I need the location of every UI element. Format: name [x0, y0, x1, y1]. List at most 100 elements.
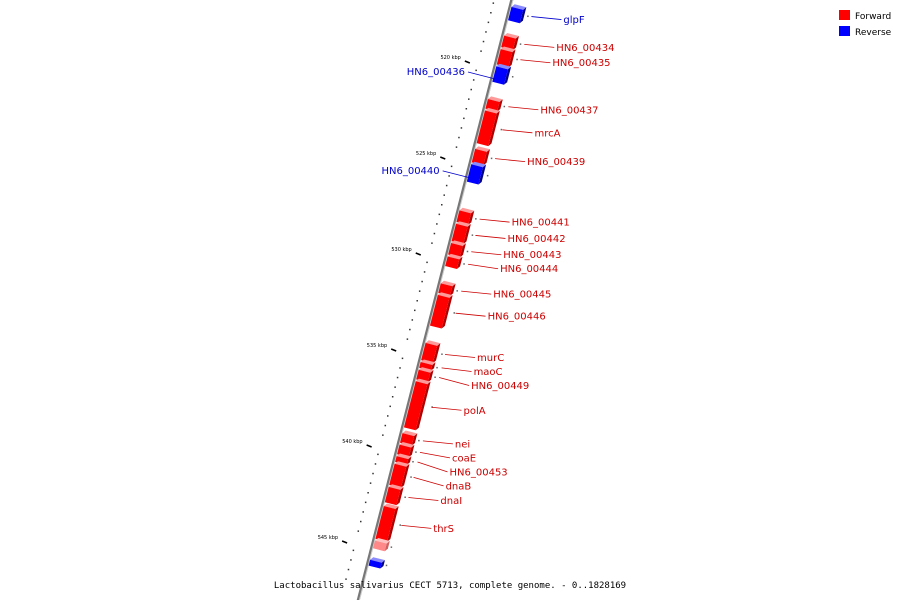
- gene-front-face: [445, 256, 460, 270]
- gene-label-leader: [475, 235, 506, 239]
- minor-tick: [367, 492, 369, 494]
- gene-label: HN6_00434: [524, 43, 614, 54]
- gene-side-face: [468, 210, 475, 225]
- gene-label-text: HN6_00442: [507, 234, 565, 245]
- gene-marker: [527, 15, 529, 18]
- minor-tick: [352, 549, 355, 552]
- gene-top-face: [415, 378, 431, 385]
- gene-label: HN6_00444: [468, 263, 558, 275]
- gene-front-face: [471, 148, 487, 166]
- minor-tick: [362, 511, 364, 513]
- gene-top-face: [504, 33, 519, 39]
- gene-label-leader: [417, 461, 448, 473]
- gene-top-face: [420, 359, 436, 366]
- gene-front-face: [456, 210, 472, 225]
- gene-label-text: HN6_00435: [552, 58, 610, 69]
- gene-labels: glpF HN6_00434 HN6_00435 HN6_00436 HN6_00437…: [381, 15, 614, 535]
- gene-top-face: [383, 503, 399, 510]
- gene-marker: [441, 353, 443, 355]
- gene-HN6_00434: [501, 33, 522, 51]
- gene-marker: [486, 174, 489, 177]
- gene-label-text: dnaI: [440, 496, 462, 507]
- gene-dnaI: [384, 484, 406, 506]
- gene-label-leader: [461, 290, 492, 295]
- gene-top-face: [396, 453, 412, 460]
- minor-tick: [455, 146, 458, 148]
- gene-marker: [471, 234, 474, 236]
- gene-label: HN6_00440: [381, 166, 471, 179]
- gene-label-leader: [455, 312, 486, 317]
- gene-top-face: [425, 340, 441, 346]
- gene-label-leader: [479, 218, 510, 223]
- gene-HN6_00435: [496, 46, 518, 68]
- gene-top-face: [500, 46, 516, 53]
- minor-tick: [448, 175, 450, 177]
- gene-marker: [503, 105, 506, 108]
- scale-tick-label: 545 kbp: [318, 535, 338, 541]
- gene-top-face: [475, 146, 491, 152]
- gene-label-text: HN6_00444: [500, 264, 558, 275]
- gene-label-text: HN6_00443: [503, 250, 561, 261]
- minor-tick: [475, 69, 477, 72]
- gene-side-face: [408, 444, 415, 458]
- gene-HN6_00441: [456, 207, 477, 225]
- minor-tick: [387, 415, 389, 417]
- gene-front-face: [501, 35, 516, 51]
- gene-label: maoC: [441, 367, 503, 378]
- gene-front-face: [430, 294, 450, 329]
- gene-side-face: [483, 149, 491, 166]
- genome-caption: Lactobacillus salivarius CECT 5713, comp…: [274, 581, 626, 591]
- gene-marker: [399, 524, 401, 526]
- gene-top-face: [418, 367, 434, 373]
- gene-label: dnaB: [413, 476, 472, 492]
- gene-top-face: [456, 221, 471, 227]
- gene-front-face: [476, 110, 497, 147]
- gene-label-text: thrS: [433, 524, 454, 535]
- gene-label-leader: [471, 251, 502, 256]
- gene-label-text: polA: [464, 406, 486, 417]
- minor-tick: [394, 386, 396, 388]
- gene-label-leader: [520, 59, 551, 64]
- gene-label-leader: [508, 106, 539, 111]
- gene-side-face: [478, 164, 487, 185]
- gene-top-face: [459, 207, 475, 214]
- minor-tick: [492, 2, 495, 4]
- gene-label: murC: [444, 353, 504, 364]
- gene-unnamed: [373, 538, 393, 552]
- gene-marker: [500, 128, 503, 131]
- minor-tick: [445, 184, 448, 187]
- gene-mrcA: [476, 107, 503, 147]
- gene-label-leader: [467, 71, 496, 80]
- gene-top-face: [399, 442, 415, 448]
- scale-tick-label: 535 kbp: [367, 343, 387, 349]
- gene-HN6_00446: [430, 292, 455, 329]
- gene-front-face: [448, 243, 463, 258]
- gene-marker: [415, 451, 417, 453]
- gene-label-leader: [524, 43, 555, 48]
- gene-label: glpF: [531, 15, 585, 26]
- gene-label-text: dnaB: [446, 481, 472, 492]
- gene-polA: [403, 378, 433, 431]
- gene-label: HN6_00439: [495, 157, 585, 168]
- gene-label-text: HN6_00436: [407, 67, 465, 78]
- minor-tick: [369, 482, 372, 484]
- minor-tick: [414, 309, 416, 312]
- gene-murC: [421, 340, 443, 364]
- gene-top-face: [447, 253, 463, 260]
- gene-label: dnaI: [408, 496, 462, 507]
- gene-front-face: [421, 342, 438, 364]
- gene-marker: [418, 439, 420, 442]
- gene-label-text: HN6_00437: [540, 105, 598, 116]
- gene-side-face: [384, 540, 390, 552]
- gene-HN6_00436: [492, 63, 514, 85]
- gene-side-face: [508, 49, 516, 68]
- legend-swatch-reverse: [839, 26, 850, 36]
- gene-front-face: [496, 49, 513, 68]
- gene-marker: [456, 290, 458, 292]
- gene-marker: [516, 58, 518, 61]
- gene-side-face: [441, 295, 453, 329]
- gene-top-face: [370, 557, 385, 563]
- minor-tick: [450, 165, 453, 168]
- gene-top-face: [440, 280, 456, 287]
- minor-tick: [438, 213, 441, 216]
